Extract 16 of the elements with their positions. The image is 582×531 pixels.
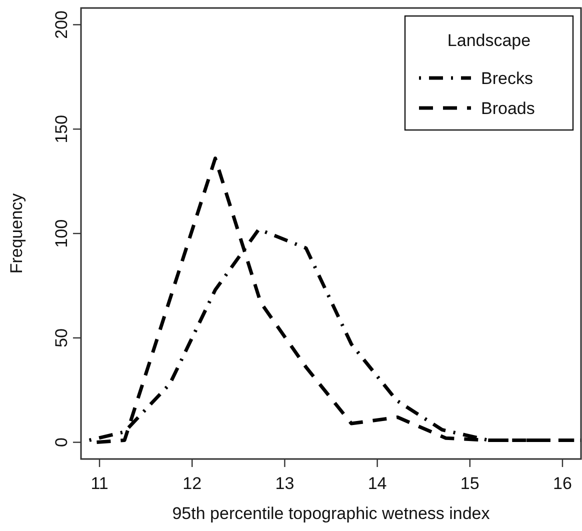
y-tick-label: 0 [52, 438, 71, 448]
y-tick-label: 50 [52, 328, 71, 348]
legend-title: Landscape [447, 31, 531, 50]
x-tick-label: 12 [182, 474, 202, 493]
y-tick-label: 100 [52, 219, 71, 248]
y-tick-label: 200 [52, 10, 71, 39]
x-tick-label: 11 [90, 474, 108, 493]
x-tick-label: 15 [460, 474, 480, 493]
x-tick-label: 16 [553, 474, 572, 493]
x-tick-label: 13 [275, 474, 294, 493]
x-axis-title: 95th percentile topographic wetness index [172, 504, 490, 523]
legend-label: Brecks [481, 69, 533, 88]
legend-label: Broads [481, 99, 535, 118]
y-axis-title: Frequency [7, 192, 26, 274]
y-tick-label: 150 [52, 114, 71, 144]
x-tick-label: 14 [368, 474, 387, 493]
